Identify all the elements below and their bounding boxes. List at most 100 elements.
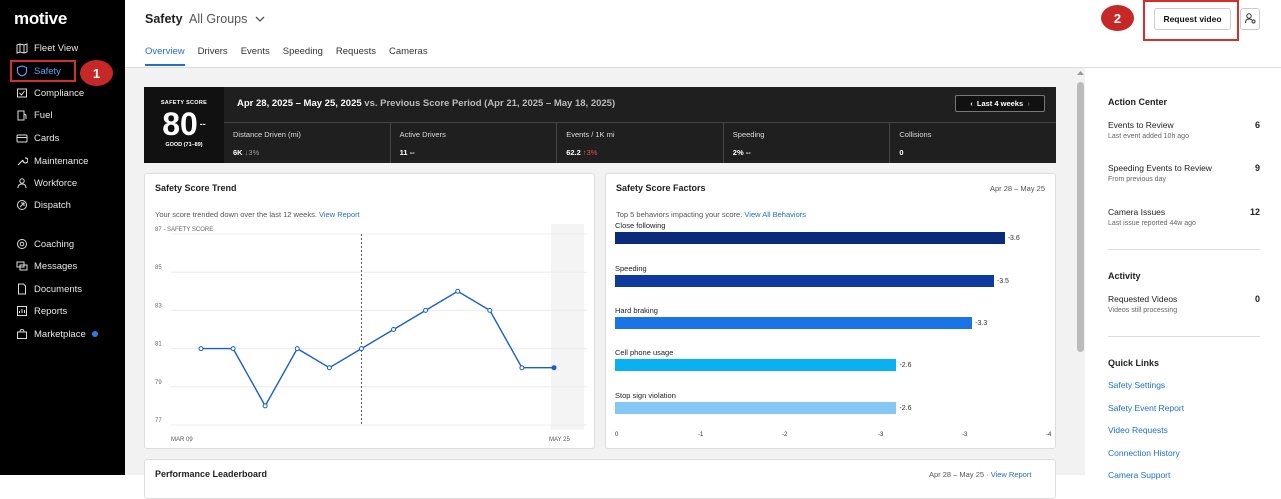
action-item-camera[interactable]: Camera Issues Last issue reported 44w ago… [1108, 207, 1260, 227]
user-gear-icon [1245, 12, 1256, 23]
metrics-row: Distance Driven (mi) 6K ↓3% Active Driver… [224, 122, 1056, 163]
message-icon [16, 260, 28, 272]
factor-bar[interactable] [615, 232, 1005, 244]
sidebar-item-label: Reports [34, 305, 68, 317]
action-item-speeding[interactable]: Speeding Events to Review From previous d… [1108, 163, 1260, 183]
link-connection-history[interactable]: Connection History [1108, 448, 1180, 458]
sidebar-item-compliance[interactable]: Compliance [0, 82, 125, 104]
trend-point[interactable] [198, 346, 204, 352]
motive-logo[interactable]: motive [14, 9, 67, 28]
action-center-heading: Action Center [1108, 97, 1168, 107]
sidebar-item-maintenance[interactable]: Maintenance [0, 150, 125, 172]
main-content: SAFETY SCORE 80 -- GOOD (71–89) Apr 28, 2… [125, 68, 1085, 499]
factor-label: Stop sign violation [615, 391, 676, 400]
factors-sub-text: Top 5 behaviors impacting your score. [616, 210, 743, 219]
current-week-band [551, 224, 584, 430]
sidebar: motive 1 Fleet View Safety Compliance Fuel C… [0, 0, 125, 475]
tab-requests[interactable]: Requests [335, 46, 377, 57]
tab-drivers[interactable]: Drivers [197, 46, 228, 57]
trend-point[interactable] [455, 288, 461, 294]
trend-view-report-link[interactable]: View Report [319, 210, 360, 219]
scroll-up-icon[interactable] [1077, 70, 1084, 76]
tab-speeding[interactable]: Speeding [282, 46, 323, 57]
period-select-button[interactable]: ‹ Last 4 weeks › [955, 95, 1045, 112]
sidebar-item-reports[interactable]: Reports [0, 300, 125, 322]
main-scrollbar[interactable] [1077, 70, 1084, 475]
sidebar-item-label: Marketplace [34, 328, 86, 340]
metric-change: ↑3% [580, 148, 598, 157]
sidebar-item-fuel[interactable]: Fuel [0, 104, 125, 126]
x-tick-label: -3 [878, 432, 884, 438]
chevron-left-icon: ‹ [970, 99, 973, 108]
activity-item-label: Requested Videos [1108, 294, 1178, 304]
annotation-badge-2: 2 [1101, 5, 1134, 31]
metric-events: Events / 1K mi 62.2 ↑3% [557, 123, 724, 163]
link-safety-event-report[interactable]: Safety Event Report [1108, 403, 1185, 413]
score-trend-card: Safety Score Trend Your score trended do… [144, 173, 595, 449]
tab-bar: Overview Drivers Events Speeding Request… [145, 46, 428, 66]
trend-point[interactable] [230, 346, 236, 352]
sidebar-item-marketplace[interactable]: Marketplace [0, 323, 125, 345]
tab-cameras[interactable]: Cameras [389, 46, 428, 57]
y-tick-label: 81 [155, 342, 162, 348]
metric-value: 6K [233, 148, 243, 157]
factor-bar[interactable] [615, 317, 973, 329]
metric-speeding: Speeding 2% -- [724, 123, 891, 163]
action-item-sub: From previous day [1108, 176, 1166, 183]
factor-bar[interactable] [615, 402, 897, 414]
period-label: Last 4 weeks [976, 99, 1024, 108]
metric-label: Speeding [732, 130, 765, 139]
factor-label: Speeding [615, 264, 647, 273]
trend-point[interactable] [326, 365, 332, 371]
y-tick-label: 77 [155, 418, 162, 424]
user-settings-button[interactable] [1240, 8, 1260, 30]
sidebar-item-coaching[interactable]: Coaching [0, 233, 125, 255]
trend-point[interactable] [358, 346, 364, 352]
activity-item-count: 0 [1254, 294, 1260, 304]
trend-point[interactable] [294, 346, 300, 352]
coaching-icon [16, 238, 28, 250]
trend-point[interactable] [519, 365, 525, 371]
score-range: Apr 28, 2025 – May 25, 2025 [237, 98, 362, 109]
shield-icon [16, 65, 28, 77]
action-item-events[interactable]: Events to Review Last event added 10h ago… [1108, 120, 1260, 140]
sidebar-item-fleet-view[interactable]: Fleet View [0, 37, 125, 59]
activity-heading: Activity [1108, 271, 1141, 281]
sidebar-item-safety[interactable]: Safety [0, 60, 125, 82]
trend-point[interactable] [262, 403, 268, 409]
sidebar-item-workforce[interactable]: Workforce [0, 172, 125, 194]
sidebar-item-cards[interactable]: Cards [0, 127, 125, 149]
scrollbar-thumb[interactable] [1077, 82, 1084, 352]
link-safety-settings[interactable]: Safety Settings [1108, 380, 1166, 390]
trend-point[interactable] [487, 307, 493, 313]
metric-distance: Distance Driven (mi) 6K ↓3% [224, 123, 391, 163]
score-factors-card: Safety Score Factors Apr 28 – May 25 Top… [605, 173, 1056, 449]
link-video-requests[interactable]: Video Requests [1108, 425, 1168, 435]
action-item-label: Speeding Events to Review [1108, 163, 1212, 173]
quick-links-heading: Quick Links [1108, 358, 1160, 368]
group-selector[interactable]: All Groups [189, 12, 265, 26]
view-all-behaviors-link[interactable]: View All Behaviors [744, 210, 806, 219]
x-start-label: MAR 09 [171, 437, 193, 443]
tab-overview[interactable]: Overview [145, 46, 185, 66]
activity-item-videos[interactable]: Requested Videos Videos still processing 0 [1108, 294, 1260, 314]
trend-point[interactable] [551, 365, 557, 371]
metric-change: -- [743, 148, 751, 157]
wrench-icon [16, 155, 28, 167]
score-compare: vs. Previous Score Period (Apr 21, 2025 … [361, 98, 616, 109]
request-video-button[interactable]: Request video [1154, 8, 1231, 30]
trend-line [201, 290, 554, 408]
factor-bar[interactable] [615, 359, 897, 371]
person-icon [16, 177, 28, 189]
trend-point[interactable] [423, 307, 429, 313]
link-camera-support[interactable]: Camera Support [1108, 470, 1171, 480]
tab-events[interactable]: Events [240, 46, 270, 57]
factor-bar[interactable] [615, 275, 994, 287]
metric-label: Events / 1K mi [566, 130, 615, 139]
trend-point[interactable] [391, 327, 397, 332]
sidebar-item-documents[interactable]: Documents [0, 278, 125, 300]
y-tick-label: 83 [155, 303, 162, 309]
sidebar-item-dispatch[interactable]: Dispatch [0, 194, 125, 216]
sidebar-item-messages[interactable]: Messages [0, 255, 125, 277]
notification-dot [91, 331, 98, 337]
